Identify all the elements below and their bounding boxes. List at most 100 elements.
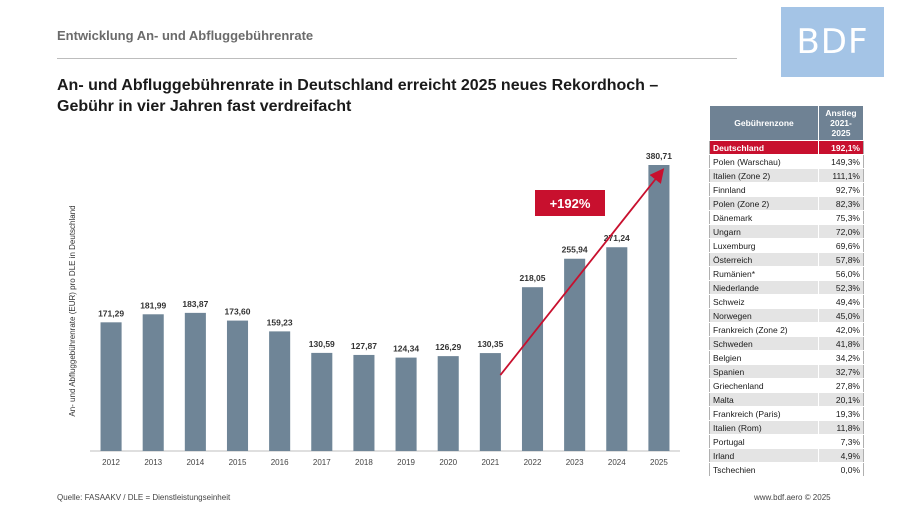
tick-label-2025: 2025: [650, 458, 668, 467]
tick-label-2012: 2012: [102, 458, 120, 467]
tick-label-2017: 2017: [313, 458, 331, 467]
zone-increase: 57,8%: [818, 252, 864, 267]
zone-increase: 20,1%: [818, 392, 864, 407]
zone-increase: 52,3%: [818, 280, 864, 295]
zone-increase: 92,7%: [818, 182, 864, 197]
logo-text: BDF: [796, 22, 869, 62]
tick-label-2020: 2020: [439, 458, 457, 467]
table-row: Griechenland 27,8%: [709, 378, 864, 393]
table-row: Rumänien* 56,0%: [709, 266, 864, 281]
tick-label-2024: 2024: [608, 458, 626, 467]
table-row: Norwegen 45,0%: [709, 308, 864, 323]
headline-line-1: An- und Abfluggebührenrate in Deutschlan…: [57, 77, 659, 94]
value-label-2024: 271,24: [604, 233, 630, 243]
zone-name: Malta: [709, 392, 819, 407]
value-label-2020: 126,29: [435, 342, 461, 352]
header-divider: [57, 58, 737, 59]
table-row: Schweden 41,8%: [709, 336, 864, 351]
value-label-2018: 127,87: [351, 341, 377, 351]
tick-label-2021: 2021: [481, 458, 499, 467]
zone-increase: 19,3%: [818, 406, 864, 421]
zone-name: Italien (Zone 2): [709, 168, 819, 183]
tick-label-2016: 2016: [271, 458, 289, 467]
table-row: Tschechien 0,0%: [709, 462, 864, 477]
value-label-2012: 171,29: [98, 308, 124, 318]
zone-increase: 34,2%: [818, 350, 864, 365]
table-row: Portugal 7,3%: [709, 434, 864, 449]
increase-badge: [535, 190, 605, 216]
zone-name: Luxemburg: [709, 238, 819, 253]
table-row: Irland 4,9%: [709, 448, 864, 463]
zone-name: Italien (Rom): [709, 420, 819, 435]
bdf-logo: BDF: [781, 7, 884, 77]
increase-badge-text: +192%: [550, 196, 591, 211]
zone-increase: 82,3%: [818, 196, 864, 211]
zone-name: Finnland: [709, 182, 819, 197]
table-row: Frankreich (Paris) 19,3%: [709, 406, 864, 421]
table-row: Deutschland 192,1%: [709, 140, 864, 155]
bar-2016: [269, 331, 291, 451]
zone-name: Niederlande: [709, 280, 819, 295]
tick-label-2023: 2023: [566, 458, 584, 467]
zone-increase: 192,1%: [818, 140, 864, 155]
bar-2023: [564, 258, 586, 451]
bar-2017: [311, 352, 333, 451]
value-label-2023: 255,94: [562, 245, 588, 255]
table-header-increase: Anstieg 2021-2025: [818, 105, 864, 141]
zone-name: Griechenland: [709, 378, 819, 393]
bar-2020: [437, 356, 459, 451]
value-label-2014: 183,87: [182, 299, 208, 309]
zone-increase: 49,4%: [818, 294, 864, 309]
zone-increase: 7,3%: [818, 434, 864, 449]
bar-chart: An- und Abfluggebührenrate (EUR) pro DLE…: [68, 151, 680, 467]
table-row: Frankreich (Zone 2) 42,0%: [709, 322, 864, 337]
table-row: Malta 20,1%: [709, 392, 864, 407]
bar-2013: [142, 314, 164, 451]
section-title: Entwicklung An- und Abfluggebührenrate: [57, 28, 314, 43]
zone-name: Österreich: [709, 252, 819, 267]
tick-label-2019: 2019: [397, 458, 415, 467]
zone-name: Rumänien*: [709, 266, 819, 281]
zone-increase: 69,6%: [818, 238, 864, 253]
value-label-2021: 130,35: [477, 339, 503, 349]
bar-2018: [353, 354, 375, 451]
zone-name: Belgien: [709, 350, 819, 365]
table-row: Finnland 92,7%: [709, 182, 864, 197]
table-row: Luxemburg 69,6%: [709, 238, 864, 253]
zone-name: Polen (Zone 2): [709, 196, 819, 211]
value-label-2013: 181,99: [140, 300, 166, 310]
zone-name: Ungarn: [709, 224, 819, 239]
zone-increase: 27,8%: [818, 378, 864, 393]
zone-increase: 149,3%: [818, 154, 864, 169]
zone-name: Spanien: [709, 364, 819, 379]
value-label-2016: 159,23: [267, 317, 293, 327]
table-row: Schweiz 49,4%: [709, 294, 864, 309]
zone-name: Frankreich (Zone 2): [709, 322, 819, 337]
value-label-2022: 218,05: [520, 273, 546, 283]
table-row: Polen (Zone 2) 82,3%: [709, 196, 864, 211]
tick-label-2014: 2014: [186, 458, 204, 467]
bar-2014: [184, 312, 206, 451]
table-row: Italien (Rom) 11,8%: [709, 420, 864, 435]
zone-name: Schweiz: [709, 294, 819, 309]
table-row: Spanien 32,7%: [709, 364, 864, 379]
zone-name: Polen (Warschau): [709, 154, 819, 169]
trend-arrow: [499, 168, 665, 376]
zone-increase: 111,1%: [818, 168, 864, 183]
zone-name: Portugal: [709, 434, 819, 449]
bar-2019: [395, 357, 417, 451]
zone-name: Dänemark: [709, 210, 819, 225]
zone-increase: 32,7%: [818, 364, 864, 379]
zone-name: Norwegen: [709, 308, 819, 323]
zone-increase: 56,0%: [818, 266, 864, 281]
zone-increase: 11,8%: [818, 420, 864, 435]
table-row: Österreich 57,8%: [709, 252, 864, 267]
table-row: Dänemark 75,3%: [709, 210, 864, 225]
headline: An- und Abfluggebührenrate in Deutschlan…: [57, 75, 717, 117]
table-header-zone: Gebührenzone: [709, 105, 819, 141]
zone-increase: 45,0%: [818, 308, 864, 323]
tick-label-2018: 2018: [355, 458, 373, 467]
tick-label-2022: 2022: [524, 458, 542, 467]
fee-zone-table: Gebührenzone Anstieg 2021-2025 Deutschla…: [709, 105, 864, 477]
bar-2021: [479, 353, 501, 451]
